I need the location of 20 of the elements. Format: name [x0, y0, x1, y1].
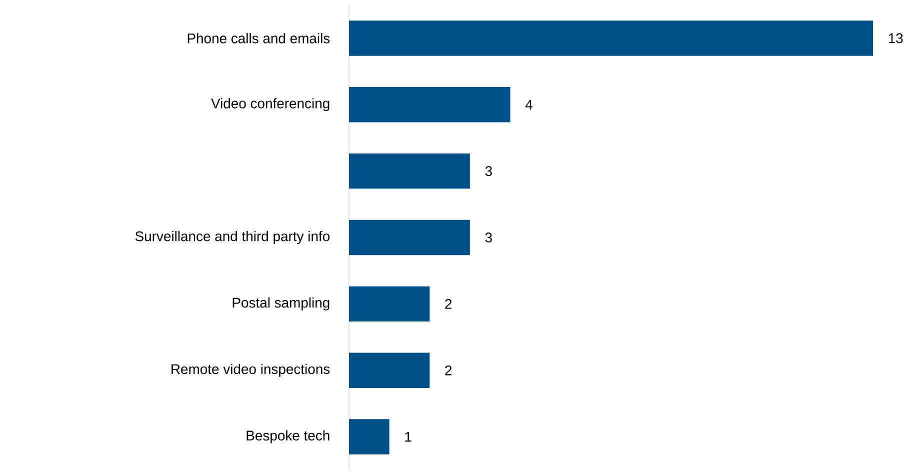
data-label: 2 [445, 365, 452, 376]
y-tick-label: Video conferencing [211, 98, 330, 112]
data-label: 1 [405, 432, 412, 442]
y-tick-label: Phone calls and emails [188, 33, 330, 44]
y-tick-label: Surveillance and third party info [135, 230, 330, 244]
bar [349, 153, 470, 189]
y-tick-label: Remote video inspections [172, 364, 330, 377]
bar [349, 286, 430, 322]
y-tick-label: Bespoke tech [246, 430, 330, 444]
bar [349, 352, 430, 388]
data-label: 3 [485, 232, 492, 242]
data-label: 13 [888, 33, 903, 44]
bar [349, 20, 874, 56]
bar [349, 419, 390, 454]
data-label: 2 [445, 299, 452, 309]
data-label: 4 [525, 100, 532, 110]
bar [349, 220, 470, 256]
y-tick-label: Postal sampling [232, 297, 330, 310]
bar [349, 87, 510, 122]
data-label: 3 [485, 166, 492, 176]
